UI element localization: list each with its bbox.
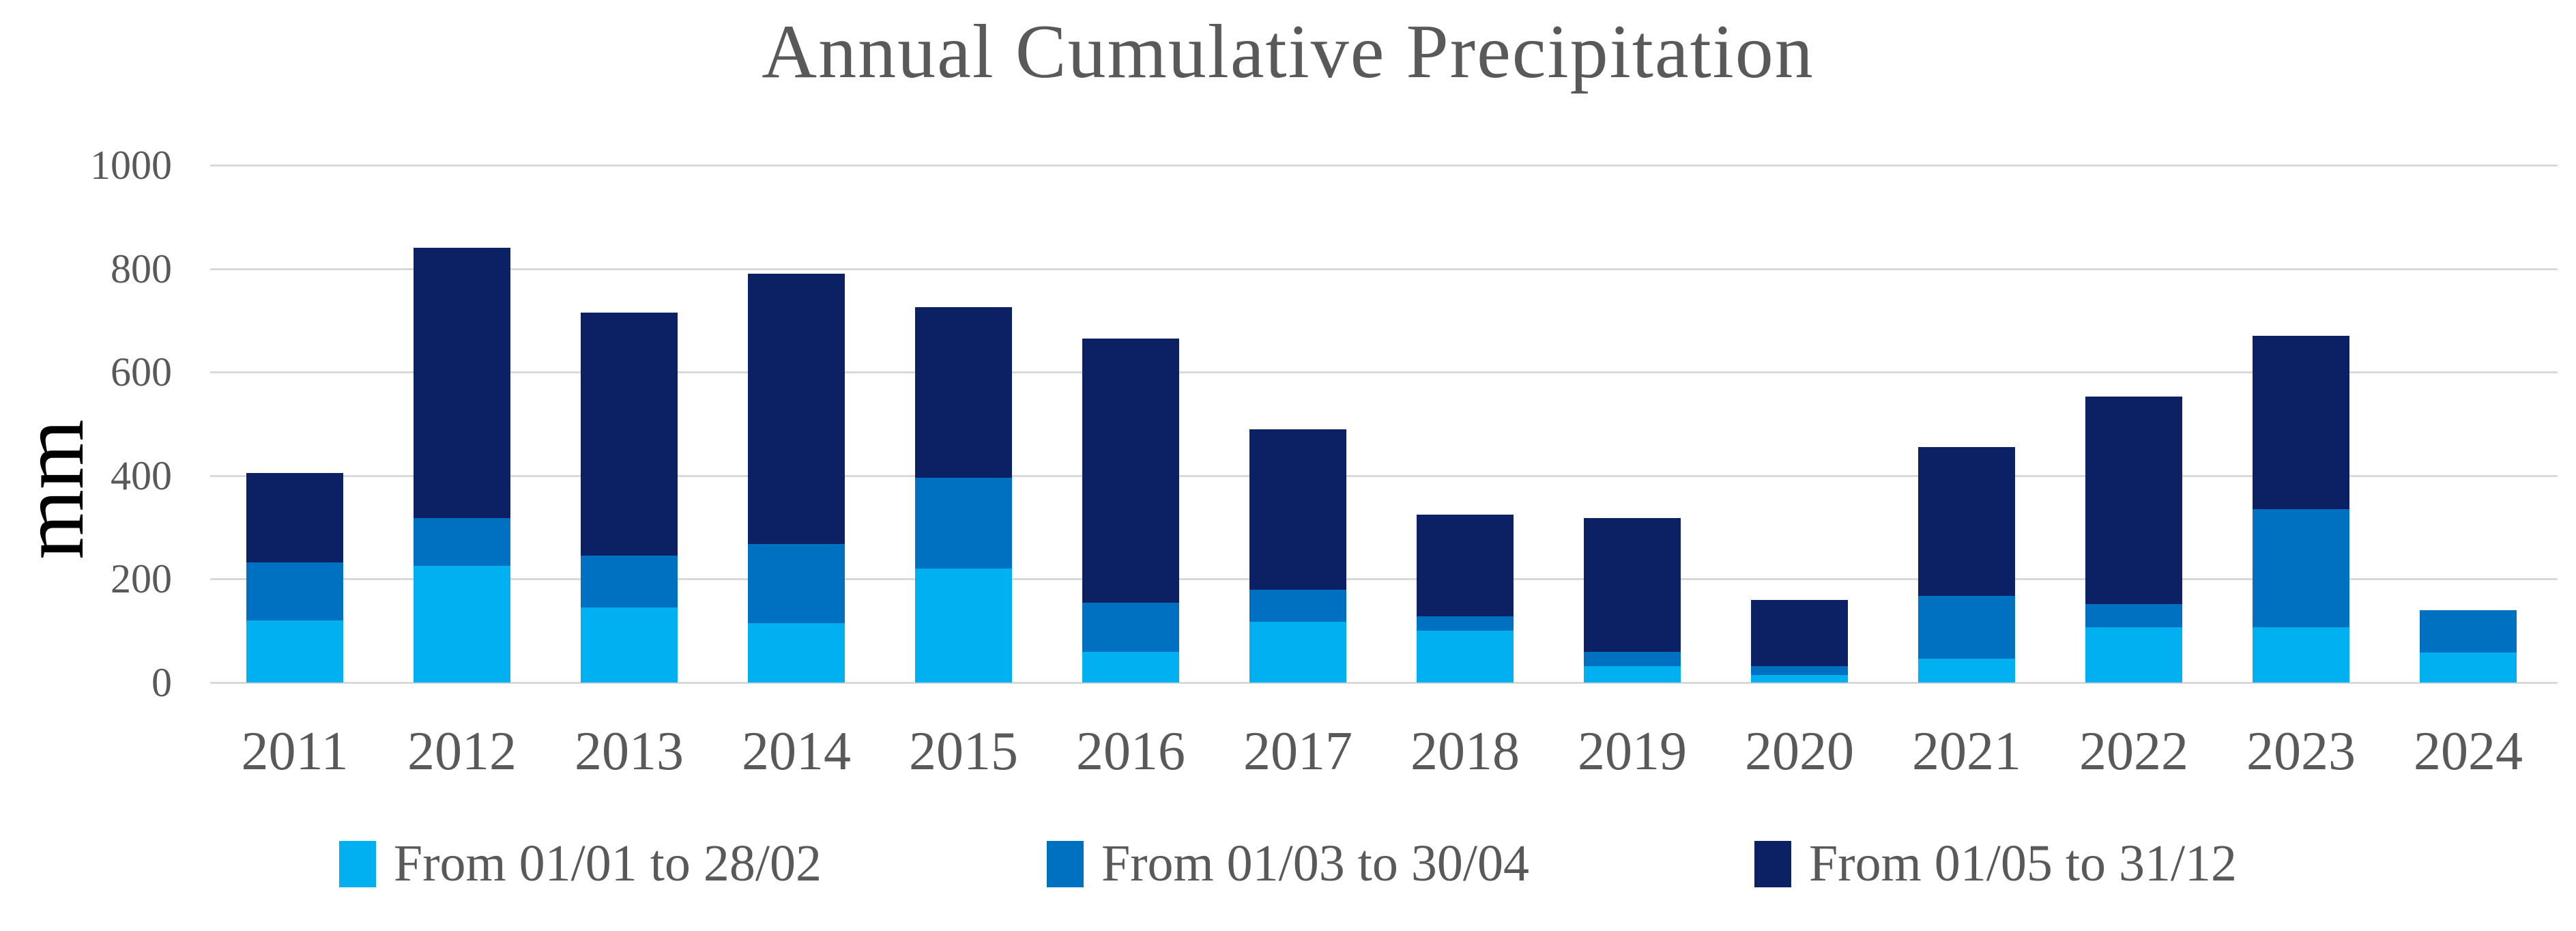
bar-2012-segment-1 — [414, 566, 510, 683]
plot-area — [210, 164, 2558, 684]
bar-2014-segment-1 — [748, 622, 845, 683]
legend-label: From 01/05 to 31/12 — [1809, 835, 2238, 892]
bar-2018-segment-1 — [1417, 631, 1514, 683]
y-tick-label-800: 800 — [111, 246, 172, 291]
x-tick-label-2012: 2012 — [407, 721, 517, 782]
bar-2022-segment-2 — [2085, 603, 2182, 627]
x-tick-label-2018: 2018 — [1410, 721, 1520, 782]
x-tick-label-2013: 2013 — [575, 721, 684, 782]
bar-2020-segment-2 — [1751, 665, 1848, 675]
legend-swatch-icon — [1754, 840, 1792, 887]
bar-2016-segment-3 — [1082, 338, 1179, 603]
gridline-1000 — [210, 164, 2558, 167]
x-tick-label-2020: 2020 — [1745, 721, 1854, 782]
x-tick-label-2017: 2017 — [1243, 721, 1352, 782]
bar-2017-segment-3 — [1249, 429, 1346, 590]
y-tick-label-0: 0 — [151, 660, 172, 705]
bar-2022-segment-3 — [2085, 396, 2182, 604]
gridline-200 — [210, 578, 2558, 581]
x-tick-label-2021: 2021 — [1912, 721, 2021, 782]
bar-2013-segment-3 — [581, 313, 678, 556]
x-tick-label-2016: 2016 — [1076, 721, 1185, 782]
y-tick-label-200: 200 — [111, 556, 172, 602]
bar-2017-segment-1 — [1249, 621, 1346, 683]
bar-2019-segment-3 — [1584, 517, 1681, 652]
bar-2023-segment-1 — [2253, 627, 2349, 683]
x-tick-label-2019: 2019 — [1578, 721, 1687, 782]
bar-2021-segment-2 — [1918, 595, 2015, 659]
bar-2011-segment-1 — [246, 620, 343, 683]
bar-2021-segment-3 — [1918, 447, 2015, 596]
x-tick-label-2014: 2014 — [742, 721, 851, 782]
legend-label: From 01/01 to 28/02 — [393, 835, 822, 892]
legend-swatch-icon — [1046, 840, 1084, 887]
legend: From 01/01 to 28/02 From 01/03 to 30/04 Fr… — [0, 834, 2576, 893]
bar-2021-segment-1 — [1918, 659, 2015, 683]
bar-2011-segment-2 — [246, 562, 343, 621]
legend-swatch-icon — [338, 840, 376, 887]
bar-2011-segment-3 — [246, 473, 343, 563]
bar-2017-segment-2 — [1249, 589, 1346, 622]
legend-label: From 01/03 to 30/04 — [1101, 835, 1530, 892]
bar-2019-segment-1 — [1584, 665, 1681, 683]
bar-2016-segment-1 — [1082, 651, 1179, 683]
bar-2015-segment-3 — [915, 307, 1012, 478]
bar-2020-segment-1 — [1751, 674, 1848, 683]
y-tick-label-400: 400 — [111, 453, 172, 498]
gridline-800 — [210, 268, 2558, 270]
x-tick-label-2011: 2011 — [241, 721, 349, 782]
y-tick-label-600: 600 — [111, 349, 172, 395]
bar-2013-segment-1 — [581, 607, 678, 683]
bar-2023-segment-3 — [2253, 336, 2349, 510]
y-tick-label-1000: 1000 — [90, 143, 172, 188]
bar-2018-segment-3 — [1417, 514, 1514, 616]
chart-title: Annual Cumulative Precipitation — [762, 10, 1814, 94]
bar-2015-segment-1 — [915, 569, 1012, 683]
x-tick-label-2022: 2022 — [2079, 721, 2188, 782]
bar-2015-segment-2 — [915, 477, 1012, 569]
gridline-0 — [210, 682, 2558, 684]
x-tick-label-2023: 2023 — [2246, 721, 2356, 782]
bar-2023-segment-2 — [2253, 509, 2349, 627]
legend-item-3: From 01/05 to 31/12 — [1754, 834, 2237, 893]
legend-item-1: From 01/01 to 28/02 — [338, 834, 822, 893]
bar-2018-segment-2 — [1417, 616, 1514, 631]
gridline-600 — [210, 371, 2558, 374]
x-tick-label-2015: 2015 — [909, 721, 1018, 782]
bar-2014-segment-2 — [748, 543, 845, 623]
gridline-400 — [210, 474, 2558, 477]
bar-2016-segment-2 — [1082, 602, 1179, 652]
bar-2024-segment-1 — [2420, 653, 2517, 683]
bar-2019-segment-2 — [1584, 651, 1681, 666]
bar-2013-segment-2 — [581, 556, 678, 608]
bar-2012-segment-2 — [414, 517, 510, 567]
legend-item-2: From 01/03 to 30/04 — [1046, 834, 1530, 893]
bar-2020-segment-3 — [1751, 599, 1848, 666]
bar-2012-segment-3 — [414, 248, 510, 518]
bar-2014-segment-3 — [748, 274, 845, 544]
bar-2022-segment-1 — [2085, 627, 2182, 683]
bar-2024-segment-2 — [2420, 610, 2517, 653]
x-tick-label-2024: 2024 — [2414, 721, 2523, 782]
